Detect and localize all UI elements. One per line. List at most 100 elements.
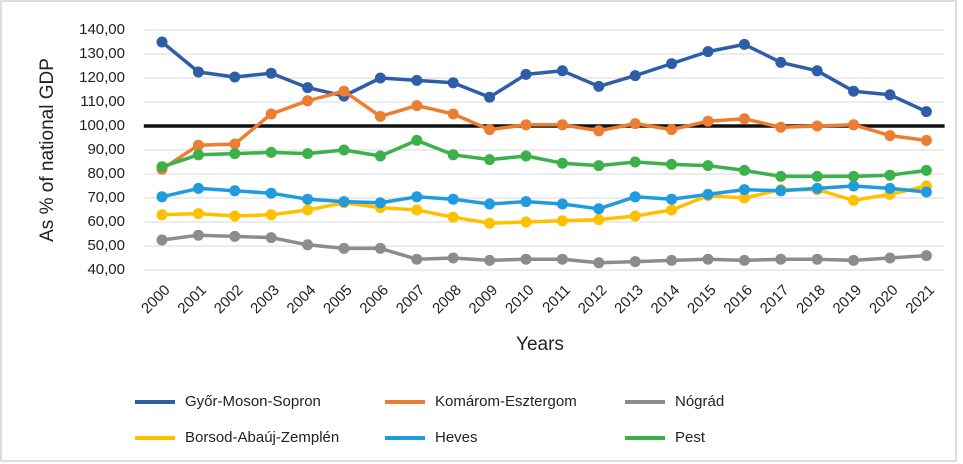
data-point xyxy=(156,36,168,48)
data-point xyxy=(666,124,678,136)
legend-label: Heves xyxy=(435,429,478,446)
y-tick-label: 40,00 xyxy=(87,261,125,278)
data-point xyxy=(666,204,678,216)
data-point xyxy=(447,108,459,120)
data-point xyxy=(629,118,641,130)
data-point xyxy=(848,119,860,131)
data-point xyxy=(411,74,423,86)
series-line xyxy=(161,89,927,171)
data-point xyxy=(229,230,241,242)
data-point xyxy=(556,65,568,77)
data-point xyxy=(447,193,459,205)
data-point xyxy=(229,71,241,83)
data-point xyxy=(192,182,204,194)
data-point xyxy=(374,150,386,162)
data-point xyxy=(484,254,496,266)
data-point xyxy=(629,256,641,268)
data-point xyxy=(411,204,423,216)
data-point xyxy=(556,198,568,210)
data-point xyxy=(811,182,823,194)
data-point xyxy=(520,216,532,228)
series-line xyxy=(161,184,927,211)
data-point xyxy=(666,254,678,266)
data-point xyxy=(884,130,896,142)
data-point xyxy=(411,100,423,112)
data-point xyxy=(848,85,860,97)
data-point xyxy=(229,185,241,197)
y-tick-label: 50,00 xyxy=(87,237,125,254)
series-line xyxy=(161,138,927,179)
data-point xyxy=(884,89,896,101)
data-point xyxy=(738,113,750,125)
data-point xyxy=(884,182,896,194)
y-tick-label: 90,00 xyxy=(87,141,125,158)
data-point xyxy=(302,193,314,205)
data-point xyxy=(593,80,605,92)
data-point xyxy=(520,68,532,80)
y-tick-label: 140,00 xyxy=(79,21,125,38)
data-point xyxy=(920,164,932,176)
data-point xyxy=(192,149,204,161)
data-point xyxy=(738,254,750,266)
data-point xyxy=(520,253,532,265)
data-point xyxy=(775,56,787,68)
data-point xyxy=(520,150,532,162)
data-point xyxy=(411,253,423,265)
data-point xyxy=(265,232,277,244)
data-point xyxy=(520,196,532,208)
data-point xyxy=(484,198,496,210)
data-point xyxy=(374,110,386,122)
data-point xyxy=(484,154,496,166)
data-point xyxy=(411,191,423,203)
data-point xyxy=(192,208,204,220)
data-point xyxy=(484,217,496,229)
data-point xyxy=(556,157,568,169)
data-point xyxy=(556,253,568,265)
legend-label: Győr-Moson-Sopron xyxy=(185,393,321,410)
data-point xyxy=(484,124,496,136)
data-point xyxy=(192,66,204,78)
data-point xyxy=(629,156,641,168)
data-point xyxy=(338,242,350,254)
data-point xyxy=(920,106,932,118)
x-axis-label: Years xyxy=(516,334,564,355)
y-tick-label: 100,00 xyxy=(79,117,125,134)
data-point xyxy=(484,91,496,103)
data-point xyxy=(738,164,750,176)
data-point xyxy=(302,204,314,216)
data-point xyxy=(811,120,823,132)
data-point xyxy=(338,85,350,97)
data-point xyxy=(593,160,605,172)
data-point xyxy=(265,209,277,221)
data-point xyxy=(593,214,605,226)
data-point xyxy=(920,186,932,198)
data-point xyxy=(156,161,168,173)
data-point xyxy=(702,160,714,172)
data-point xyxy=(156,234,168,246)
data-point xyxy=(848,180,860,192)
y-tick-label: 60,00 xyxy=(87,213,125,230)
data-point xyxy=(666,193,678,205)
data-point xyxy=(884,252,896,264)
data-point xyxy=(775,170,787,182)
data-point xyxy=(338,196,350,208)
data-point xyxy=(302,148,314,160)
data-point xyxy=(811,170,823,182)
data-point xyxy=(192,229,204,241)
data-point xyxy=(265,187,277,199)
data-point xyxy=(265,67,277,79)
legend-label: Nógrád xyxy=(675,393,724,410)
data-point xyxy=(593,125,605,137)
data-point xyxy=(302,239,314,251)
data-point xyxy=(702,46,714,58)
y-axis-label: As % of national GDP xyxy=(37,58,58,242)
data-point xyxy=(229,138,241,150)
data-point xyxy=(411,134,423,146)
data-point xyxy=(738,192,750,204)
data-point xyxy=(593,257,605,269)
series-line xyxy=(161,233,927,265)
data-point xyxy=(775,253,787,265)
y-tick-label: 110,00 xyxy=(80,93,125,110)
